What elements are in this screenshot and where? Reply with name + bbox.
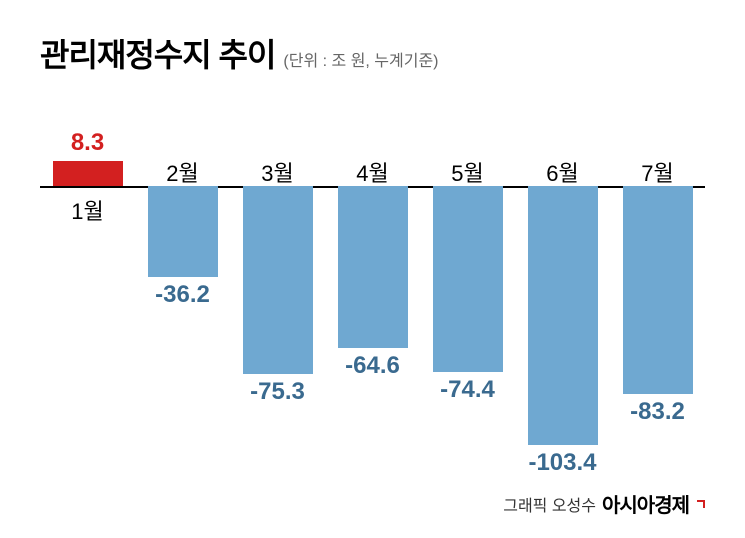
bar-group: 8.3 1월 <box>48 96 128 476</box>
credit-area: 그래픽 오성수 아시아경제 <box>503 489 705 518</box>
bar-group: -75.3 3월 <box>238 96 318 476</box>
credit-mark-icon <box>697 500 705 508</box>
chart-subtitle: (단위 : 조 원, 누계기준) <box>283 47 438 71</box>
bars-container: 8.3 1월 -36.2 2월 -75.3 3월 -64.6 4월 -74.4 5월 -103.4 6… <box>40 96 705 476</box>
month-label: 6월 <box>546 156 578 188</box>
month-label: 5월 <box>451 156 483 188</box>
month-label: 7월 <box>641 156 673 188</box>
value-label: -103.4 <box>528 449 596 477</box>
bar <box>148 186 218 277</box>
credit-byline: 그래픽 오성수 <box>503 492 596 516</box>
value-label: -36.2 <box>155 281 210 309</box>
title-area: 관리재정수지 추이 (단위 : 조 원, 누계기준) <box>40 30 705 76</box>
month-label: 1월 <box>71 194 103 226</box>
bar-group: -36.2 2월 <box>143 96 223 476</box>
bar-group: -74.4 5월 <box>428 96 508 476</box>
value-label: 8.3 <box>71 129 104 157</box>
bar <box>338 186 408 348</box>
value-label: -75.3 <box>250 378 305 406</box>
month-label: 4월 <box>356 156 388 188</box>
credit-brand: 아시아경제 <box>602 489 689 518</box>
bar-group: -64.6 4월 <box>333 96 413 476</box>
month-label: 3월 <box>261 156 293 188</box>
bar-group: -103.4 6월 <box>523 96 603 476</box>
value-label: -74.4 <box>440 376 495 404</box>
bar <box>53 161 123 186</box>
bar <box>243 186 313 374</box>
bar-group: -83.2 7월 <box>618 96 698 476</box>
month-label: 2월 <box>166 156 198 188</box>
chart-area: 8.3 1월 -36.2 2월 -75.3 3월 -64.6 4월 -74.4 5월 -103.4 6… <box>40 96 705 476</box>
chart-title: 관리재정수지 추이 <box>40 30 275 76</box>
bar <box>433 186 503 372</box>
bar <box>623 186 693 394</box>
bar <box>528 186 598 445</box>
value-label: -64.6 <box>345 352 400 380</box>
value-label: -83.2 <box>630 398 685 426</box>
